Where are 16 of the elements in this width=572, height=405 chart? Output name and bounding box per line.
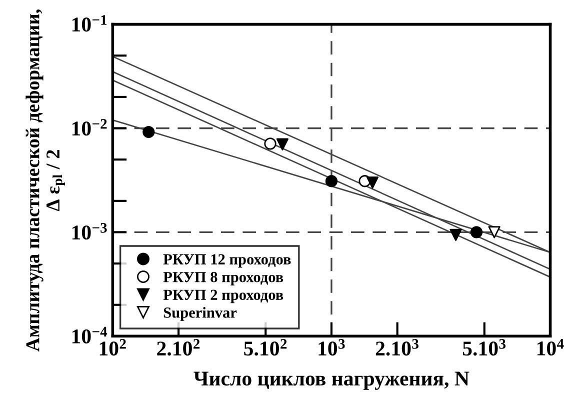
legend-label: РКУП 2 проходов [163,290,284,304]
x-tick-label: 2.10$^{2}$ [157,339,200,356]
x-tick-label: 5.10$^{3}$ [462,339,506,356]
legend-label: Superinvar [164,307,237,321]
legend-label: РКУП 12 проходов [163,254,291,268]
x-tick-label: 5.10$^{2}$ [244,339,287,356]
y-axis-title: Амплитуда пластической деформации, Δ ε$_{pl}$ / 2 [26,10,65,352]
legend-label: РКУП 8 проходов [163,272,284,286]
x-tick-label: 10$^{3}$ [318,339,345,356]
x-tick-label: 10$^{4}$ [537,339,564,356]
x-axis-title: Число циклов нагружения, N [194,372,470,390]
y-tick-label: 10$^{−3}$ [72,222,107,240]
x-tick-label: 10$^{2}$ [100,339,126,356]
y-tick-label: 10$^{−2}$ [72,119,107,136]
x-tick-label: 2.10$^{3}$ [376,339,418,356]
y-tick-label: 10$^{−1}$ [72,15,107,32]
